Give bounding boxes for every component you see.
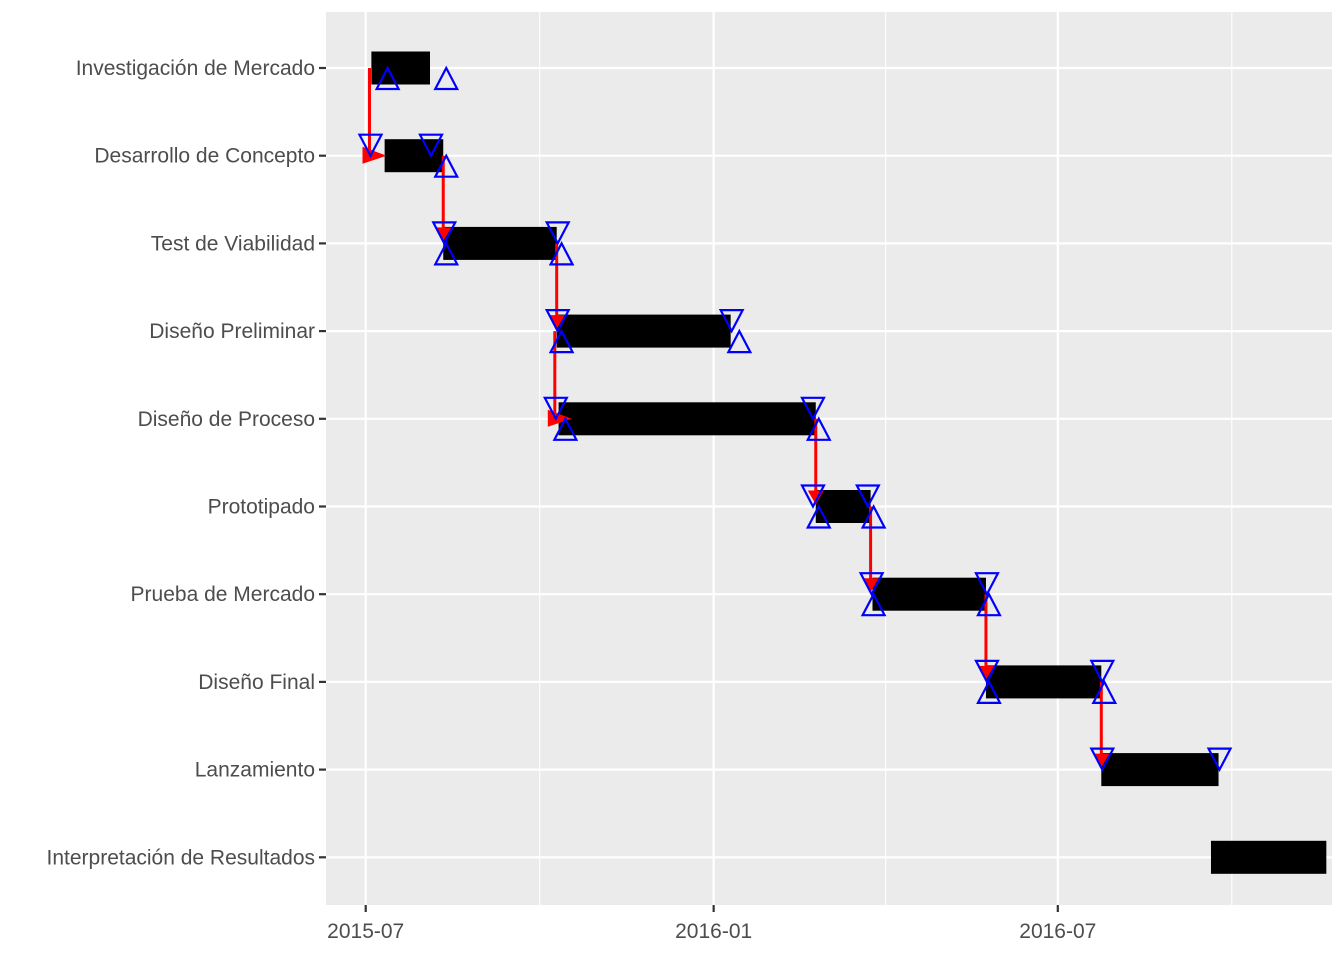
task-bar bbox=[559, 402, 816, 435]
y-tick-label: Diseño de Proceso bbox=[138, 408, 315, 431]
task-bar bbox=[557, 315, 731, 348]
y-tick-label: Diseño Preliminar bbox=[149, 320, 315, 343]
y-tick-label: Investigación de Mercado bbox=[76, 57, 315, 80]
y-tick-label: Lanzamiento bbox=[195, 759, 315, 782]
y-tick-label: Prueba de Mercado bbox=[131, 583, 315, 606]
task-bar bbox=[443, 227, 556, 260]
x-tick-label: 2016-01 bbox=[675, 920, 752, 943]
y-tick-label: Diseño Final bbox=[198, 671, 315, 694]
task-bar bbox=[1101, 753, 1218, 786]
y-tick-label: Desarrollo de Concepto bbox=[94, 145, 315, 168]
x-tick-label: 2015-07 bbox=[327, 920, 404, 943]
task-bar bbox=[872, 578, 985, 611]
y-tick-label: Interpretación de Resultados bbox=[47, 846, 316, 869]
x-tick-label: 2016-07 bbox=[1019, 920, 1096, 943]
task-bar bbox=[385, 139, 444, 172]
x-axis: 2015-07 2016-01 2016-07 bbox=[327, 905, 1096, 943]
task-bar bbox=[986, 665, 1101, 698]
task-bar bbox=[371, 52, 430, 85]
y-tick-label: Test de Viabilidad bbox=[151, 232, 315, 255]
task-bar bbox=[1211, 841, 1326, 874]
y-tick-label: Prototipado bbox=[208, 496, 315, 519]
y-axis: Investigación de Mercado Desarrollo de Co… bbox=[47, 57, 327, 869]
